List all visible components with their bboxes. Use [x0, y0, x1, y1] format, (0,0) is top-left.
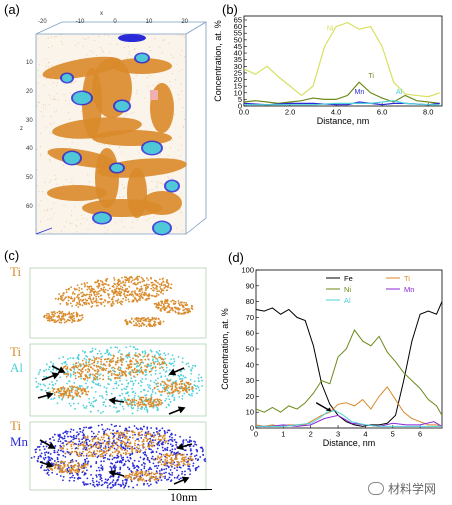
- tick: 20: [181, 19, 188, 25]
- y-axis-label: Concentration, at. %: [220, 308, 230, 390]
- x-tick-label: 3: [336, 430, 340, 439]
- x-tick-label: 4: [363, 430, 367, 439]
- y-tick-label: 70: [246, 313, 254, 322]
- series-line-al: [244, 100, 440, 106]
- y-tick-label: 65: [234, 15, 242, 24]
- series-line-ti: [255, 386, 443, 427]
- tick: 10: [145, 19, 153, 25]
- tick: 60: [26, 203, 33, 210]
- series-label-ni: Ni: [327, 26, 334, 33]
- panel-label-d: (d): [228, 250, 244, 265]
- x-tick-label: 6.0: [377, 108, 387, 117]
- panel-a-axis-z-letter: z: [20, 126, 23, 132]
- x-tick-label: 4.0: [331, 108, 341, 117]
- tick: 50: [26, 175, 33, 182]
- panel-c-atom-maps: [29, 267, 207, 491]
- x-tick-label: 8.0: [423, 108, 433, 117]
- tick: 30: [26, 117, 33, 124]
- legend-label-al: Al: [344, 296, 351, 305]
- x-tick-label: 6: [418, 430, 422, 439]
- y-tick-label: 20: [234, 75, 242, 84]
- y-tick-label: 90: [246, 281, 254, 290]
- x-tick-label: 2.0: [285, 108, 295, 117]
- y-tick-label: 60: [246, 329, 254, 338]
- y-tick-label: 20: [246, 392, 254, 401]
- y-tick-label: 15: [234, 82, 242, 91]
- y-tick-label: 60: [234, 22, 242, 31]
- y-tick-label: 40: [234, 49, 242, 58]
- x-tick-label: 1: [281, 430, 285, 439]
- series-line-al: [256, 410, 442, 427]
- y-tick-label: 55: [234, 29, 242, 38]
- x-axis-label: Distance, nm: [317, 116, 370, 126]
- series-line-ni: [255, 329, 443, 416]
- legend-label-fe: Fe: [344, 274, 353, 283]
- y-tick-label: 25: [234, 68, 242, 77]
- panel-a-3d-reconstruction: [35, 21, 207, 236]
- y-tick-label: 0: [250, 424, 254, 433]
- panel-label-b: (b): [222, 2, 238, 17]
- x-tick-label: 0.0: [239, 108, 249, 117]
- y-tick-label: 10: [246, 408, 254, 417]
- series-label-al: Al: [396, 89, 403, 96]
- series-line-fe: [255, 301, 443, 427]
- watermark: 材料学网: [368, 480, 436, 497]
- panel-a-left-ticks: 10 20 30 40 50 60: [26, 60, 33, 210]
- x-tick-label: 2: [309, 430, 313, 439]
- c-row1-ti-label: Ti: [10, 264, 22, 279]
- tick: 10: [26, 60, 33, 66]
- x-axis-label: Distance, nm: [323, 438, 376, 448]
- c-row3-ti-label: Ti: [10, 418, 22, 433]
- y-tick-label: 5: [238, 95, 242, 104]
- panel-label-c: (c): [4, 248, 20, 263]
- series-line-mn: [256, 414, 443, 427]
- legend-label-ni: Ni: [344, 285, 351, 294]
- y-axis-label: Concentration, at. %: [213, 20, 223, 102]
- scalebar-label: 10nm: [170, 490, 198, 504]
- y-tick-label: 35: [234, 55, 242, 64]
- tick: 40: [26, 146, 33, 153]
- y-tick-label: 45: [234, 42, 242, 51]
- wechat-icon: [368, 482, 384, 495]
- y-tick-label: 40: [246, 360, 254, 369]
- y-tick-label: 10: [234, 88, 242, 97]
- scalebar-line: [168, 489, 212, 490]
- y-tick-label: 30: [246, 376, 254, 385]
- y-tick-label: 50: [246, 345, 254, 354]
- panel-label-a: (a): [4, 2, 20, 17]
- legend-label-ti: Ti: [404, 274, 410, 283]
- y-tick-label: 80: [246, 297, 254, 306]
- series-line-ti: [243, 81, 440, 104]
- c-row2-ti-label: Ti: [10, 344, 22, 359]
- tick: -20: [38, 19, 47, 25]
- c-row3-mn-label: Mn: [10, 434, 29, 449]
- x-tick-label: 0: [254, 430, 258, 439]
- series-label-ti: Ti: [368, 73, 374, 80]
- y-tick-label: 50: [234, 35, 242, 44]
- y-tick-label: 100: [241, 266, 254, 275]
- plot-frame: [243, 15, 443, 107]
- annotation-arrow-head: [325, 407, 332, 412]
- y-tick-label: 30: [234, 62, 242, 71]
- watermark-text: 材料学网: [388, 482, 437, 496]
- panel-a-top-ticks: -20 -10 0 10 20: [38, 19, 188, 25]
- y-tick-label: 0: [238, 102, 242, 111]
- chart-d: 0 10 20 30 40 50 60 70 80 90 100 0 1 2 3 4 5 6 Distance, n…: [220, 266, 443, 448]
- tick: -10: [75, 19, 85, 25]
- x-tick-label: 5: [391, 430, 395, 439]
- tick: 20: [26, 88, 33, 95]
- series-label-mn: Mn: [355, 89, 365, 96]
- legend-label-mn: Mn: [404, 285, 414, 294]
- panel-a-axis-x-letter: x: [100, 11, 103, 17]
- series-line-ni: [243, 21, 440, 98]
- c-row2-al-label: Al: [10, 360, 23, 375]
- tick: 0: [113, 19, 117, 25]
